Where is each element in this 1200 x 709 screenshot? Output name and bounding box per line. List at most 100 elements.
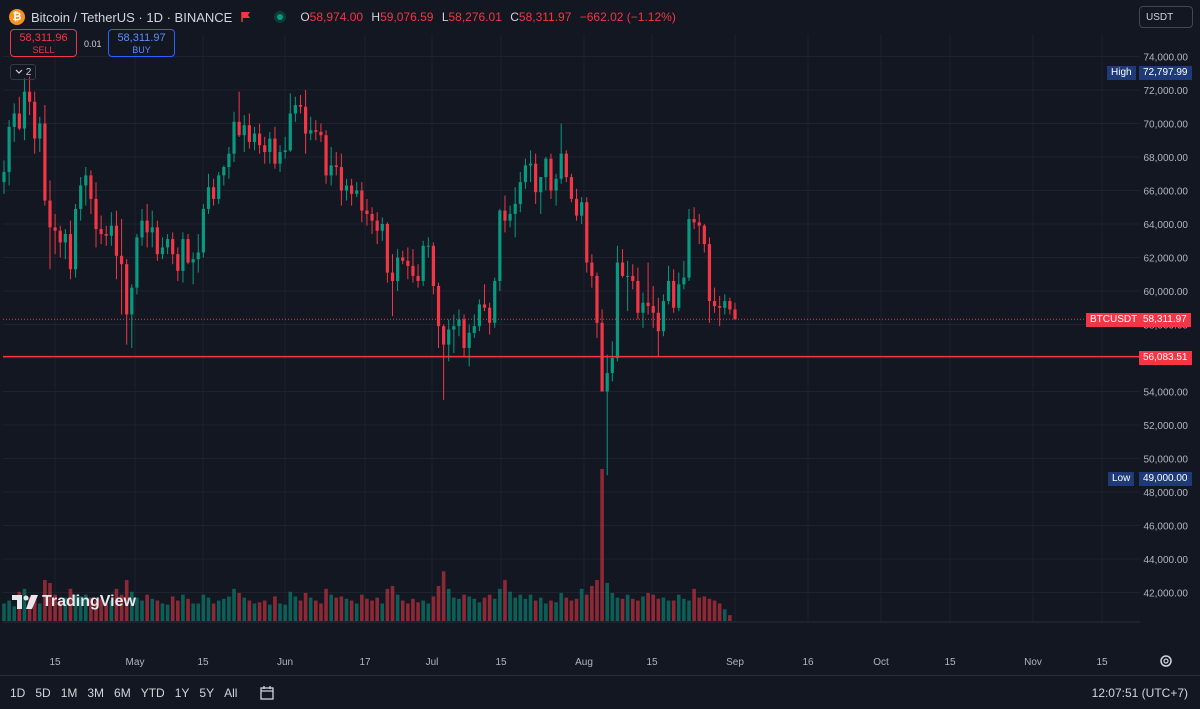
volume-bar	[436, 585, 441, 621]
candle-body	[370, 213, 374, 221]
candle-body	[620, 262, 625, 276]
candle-body	[559, 153, 563, 179]
candle-body	[222, 167, 226, 176]
buy-button[interactable]: 58,311.97 BUY	[108, 29, 175, 57]
price-tick-label: 72,000.00	[1144, 86, 1189, 97]
volume-bar	[308, 597, 313, 621]
volume-bar	[692, 588, 696, 621]
volume-bar	[165, 604, 170, 621]
volume-bar	[273, 596, 277, 621]
candle-body	[380, 224, 384, 231]
candle-body	[528, 163, 533, 166]
candle-body	[436, 285, 441, 327]
candle-body	[426, 245, 430, 247]
candle-body	[196, 252, 200, 260]
volume-bar	[426, 603, 431, 621]
volume-bar	[503, 580, 507, 621]
volume-bar	[278, 603, 282, 621]
calendar-icon[interactable]	[259, 685, 275, 701]
range-1d[interactable]: 1D	[10, 685, 26, 700]
volume-bar	[68, 588, 73, 621]
time-tick-label: Sep	[726, 657, 744, 668]
volume-bar	[610, 592, 615, 621]
candle-body	[636, 280, 640, 313]
candle-body	[43, 123, 47, 201]
volume-bar	[247, 600, 252, 621]
candle-body	[646, 302, 650, 307]
currency-select[interactable]: USDT	[1139, 6, 1193, 28]
volume-bar	[354, 603, 359, 621]
volume-bar	[334, 597, 339, 621]
candle-body	[641, 302, 645, 313]
time-tick-label: 15	[1096, 657, 1108, 668]
candle-body	[339, 167, 343, 191]
candle-body	[406, 260, 410, 266]
range-1y[interactable]: 1Y	[174, 685, 190, 700]
volume-bar	[89, 597, 93, 621]
candle-body	[375, 220, 379, 231]
candle-body	[73, 208, 78, 270]
candle-body	[718, 306, 722, 308]
price-tick-label: 60,000.00	[1144, 287, 1189, 298]
candle-body	[171, 239, 175, 255]
candle-body	[114, 225, 119, 256]
volume-bar	[227, 596, 231, 621]
volume-bar	[513, 597, 517, 621]
candle-body	[549, 158, 553, 191]
candle-body	[68, 234, 73, 270]
volume-bar	[129, 591, 134, 621]
volume-bar	[615, 597, 620, 621]
volume-bar	[462, 594, 466, 621]
volume-bar	[666, 600, 671, 621]
volume-bar	[94, 600, 98, 621]
candle-body	[733, 309, 737, 320]
symbol-title[interactable]: Bitcoin / TetherUS · 1D · BINANCE	[31, 9, 233, 25]
candle-body	[534, 163, 538, 193]
time-tick-label: 15	[197, 657, 209, 668]
volume-bar	[400, 600, 405, 621]
candle-body	[508, 213, 512, 221]
candle-body	[605, 373, 609, 392]
candle-body	[365, 210, 369, 214]
volume-bar	[155, 600, 160, 621]
candle-body	[165, 239, 170, 248]
range-1m[interactable]: 1M	[60, 685, 78, 700]
range-3m[interactable]: 3M	[87, 685, 105, 700]
price-tick-label: 64,000.00	[1144, 220, 1189, 231]
volume-bar	[222, 598, 226, 621]
sell-button[interactable]: 58,311.96 SELL	[10, 29, 77, 57]
volume-bar	[242, 597, 247, 621]
candle-body	[140, 220, 144, 238]
candle-body	[104, 234, 108, 236]
price-tick-label: 70,000.00	[1144, 120, 1189, 131]
indicators-toggle[interactable]: 2	[10, 64, 36, 80]
candle-body	[304, 106, 308, 134]
flag-icon[interactable]	[240, 11, 252, 23]
volume-bar	[83, 594, 88, 621]
candle-body	[2, 172, 6, 183]
range-ytd[interactable]: YTD	[140, 685, 165, 700]
candle-body	[293, 105, 297, 114]
time-axis[interactable]: 15 May 15 Jun 17 Jul 15 Aug 15 Sep 16 Oct 15 Nov 15	[49, 657, 1108, 668]
settings-gear-icon[interactable]	[1159, 654, 1173, 668]
price-chart[interactable]: 74,000.00 72,000.00 70,000.00 68,000.00 66,0…	[0, 0, 1200, 675]
tradingview-logo[interactable]: TradingView	[12, 593, 136, 611]
price-tick-label: 44,000.00	[1144, 555, 1189, 566]
line-price-value[interactable]: 56,083.51	[1139, 351, 1192, 365]
range-5y[interactable]: 5Y	[199, 685, 215, 700]
volume-bar	[314, 600, 318, 621]
volume-bar	[216, 600, 221, 621]
time-tick-label: 15	[944, 657, 956, 668]
range-6m[interactable]: 6M	[114, 685, 131, 700]
volume-bar	[498, 588, 502, 621]
range-5d[interactable]: 5D	[35, 685, 51, 700]
clock[interactable]: 12:07:51 (UTC+7)	[1091, 686, 1188, 700]
volume-bar	[73, 594, 78, 621]
volume-bar	[717, 603, 722, 621]
volume-bar	[375, 597, 379, 621]
range-all[interactable]: All	[224, 685, 238, 700]
volume-bar	[538, 597, 543, 621]
volume-bar	[293, 596, 298, 621]
time-tick-label: May	[126, 657, 145, 668]
candle-body	[53, 227, 57, 231]
